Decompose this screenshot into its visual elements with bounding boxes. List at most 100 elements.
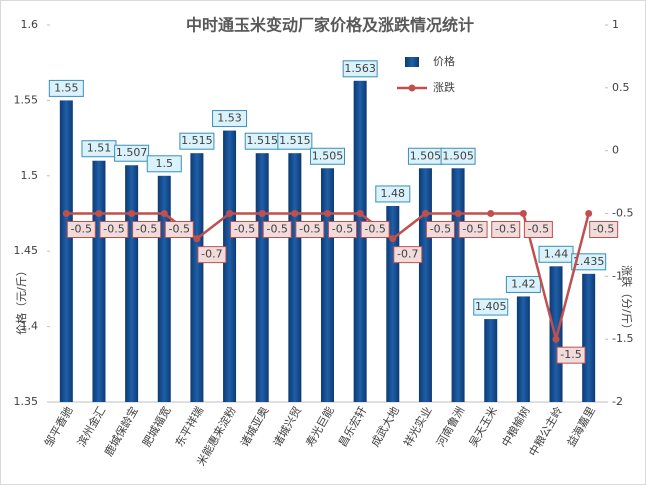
line-label-box: [66, 221, 96, 238]
bar-label: 1.563: [344, 62, 376, 75]
line-label-box: [360, 221, 390, 238]
bar: [157, 175, 171, 402]
line-point: [356, 210, 364, 217]
bar: [223, 130, 237, 402]
y-axis-label: 价格（元/斤）: [14, 265, 28, 335]
line-label: -0.5: [528, 223, 549, 236]
legend-label: 价格: [433, 54, 455, 68]
bar-label: 1.505: [312, 149, 344, 162]
line-point: [62, 210, 70, 217]
y2-tick-label: -2: [612, 395, 623, 408]
bar: [353, 80, 367, 403]
line-label-box: [393, 246, 423, 264]
line-point: [226, 210, 234, 217]
y-tick-label: 1.4: [21, 320, 39, 333]
line-label-box: [164, 221, 194, 238]
line-point: [519, 210, 527, 217]
bar: [125, 165, 139, 402]
bar: [549, 266, 563, 402]
line-point: [160, 210, 168, 217]
bar-label-box: [342, 60, 378, 78]
line-point: [95, 210, 103, 217]
bar-label: 1.505: [410, 149, 442, 162]
line-label: -0.5: [234, 223, 255, 236]
line-label: -0.5: [299, 223, 320, 236]
bar: [59, 100, 73, 403]
bar-label: 1.42: [511, 277, 536, 290]
bar: [190, 153, 204, 402]
y2-tick-label: 0.5: [612, 81, 630, 94]
y-tick-label: 1.55: [14, 93, 39, 106]
bar-label: 1.507: [116, 146, 148, 159]
line-label: -0.5: [430, 223, 451, 236]
line-label-box: [328, 221, 357, 238]
bar-label-box: [505, 275, 541, 293]
line-label: -0.5: [462, 223, 483, 236]
legend-label: 涨跌: [433, 80, 455, 94]
line-label-box: [99, 221, 129, 238]
line-point: [193, 235, 201, 243]
line-point: [258, 210, 266, 217]
bar-label: 1.51: [87, 142, 112, 155]
bar: [418, 168, 432, 402]
bar-label: 1.515: [181, 134, 213, 147]
y-tick-label: 1.6: [21, 18, 39, 31]
y-tick-label: 1.45: [14, 244, 39, 257]
line-label-box: [262, 221, 292, 238]
chart-title: 中时通玉米变动厂家价格及涨跌情况统计: [186, 16, 474, 35]
bar-label-box: [48, 79, 84, 97]
line-point: [389, 235, 397, 243]
bar-label: 1.515: [246, 134, 278, 147]
line-point: [324, 210, 331, 217]
bar-label: 1.515: [279, 134, 311, 147]
bar-label-box: [473, 298, 509, 316]
line-point: [291, 210, 299, 217]
line-label-box: [425, 221, 455, 238]
bar-label-box: [146, 155, 182, 173]
bar: [582, 273, 596, 402]
bar-label-box: [375, 185, 411, 203]
bar-label: 1.5: [156, 157, 174, 170]
line-label: -0.5: [593, 223, 614, 236]
line-label: -0.5: [169, 223, 190, 236]
line-point: [421, 210, 429, 217]
bar-label-box: [179, 132, 215, 150]
line-label: -0.5: [71, 223, 92, 236]
bar-label: 1.44: [544, 247, 569, 260]
bar: [484, 319, 498, 402]
y2-tick-label: -1: [612, 269, 623, 282]
line-label-box: [556, 346, 586, 364]
bar: [255, 153, 269, 402]
line-label: -0.5: [103, 223, 124, 236]
line-point: [487, 210, 495, 217]
line-label: -0.5: [332, 223, 353, 236]
bar: [92, 160, 106, 402]
bar-label: 1.53: [217, 112, 242, 125]
bar-label-box: [277, 132, 313, 150]
bar-label: 1.405: [475, 300, 507, 313]
line-point: [128, 210, 136, 217]
line-label-box: [589, 221, 619, 238]
line-label: -0.5: [136, 223, 157, 236]
line-label: -0.7: [201, 248, 222, 261]
line-label: -0.5: [364, 223, 385, 236]
bar-label-box: [571, 253, 607, 271]
line-label: -1.5: [560, 348, 581, 361]
line-label-box: [230, 221, 260, 238]
line-label: -0.5: [266, 223, 287, 236]
line-label: -0.7: [397, 248, 418, 261]
bar-label-box: [440, 147, 476, 165]
legend-swatch: [408, 84, 416, 92]
line-point: [454, 210, 462, 217]
y2-tick-label: -0.5: [612, 207, 633, 220]
line-label-box: [295, 221, 325, 238]
bar: [451, 168, 465, 402]
y-tick-label: 1.35: [14, 395, 39, 408]
bar-label-box: [114, 144, 150, 162]
line-label-box: [197, 246, 227, 264]
y2-axis-label: 涨跌（分/斤）: [620, 265, 634, 335]
legend-swatch: [405, 57, 419, 67]
y2-tick-label: -1.5: [612, 332, 633, 345]
line-label: -0.5: [495, 223, 516, 236]
